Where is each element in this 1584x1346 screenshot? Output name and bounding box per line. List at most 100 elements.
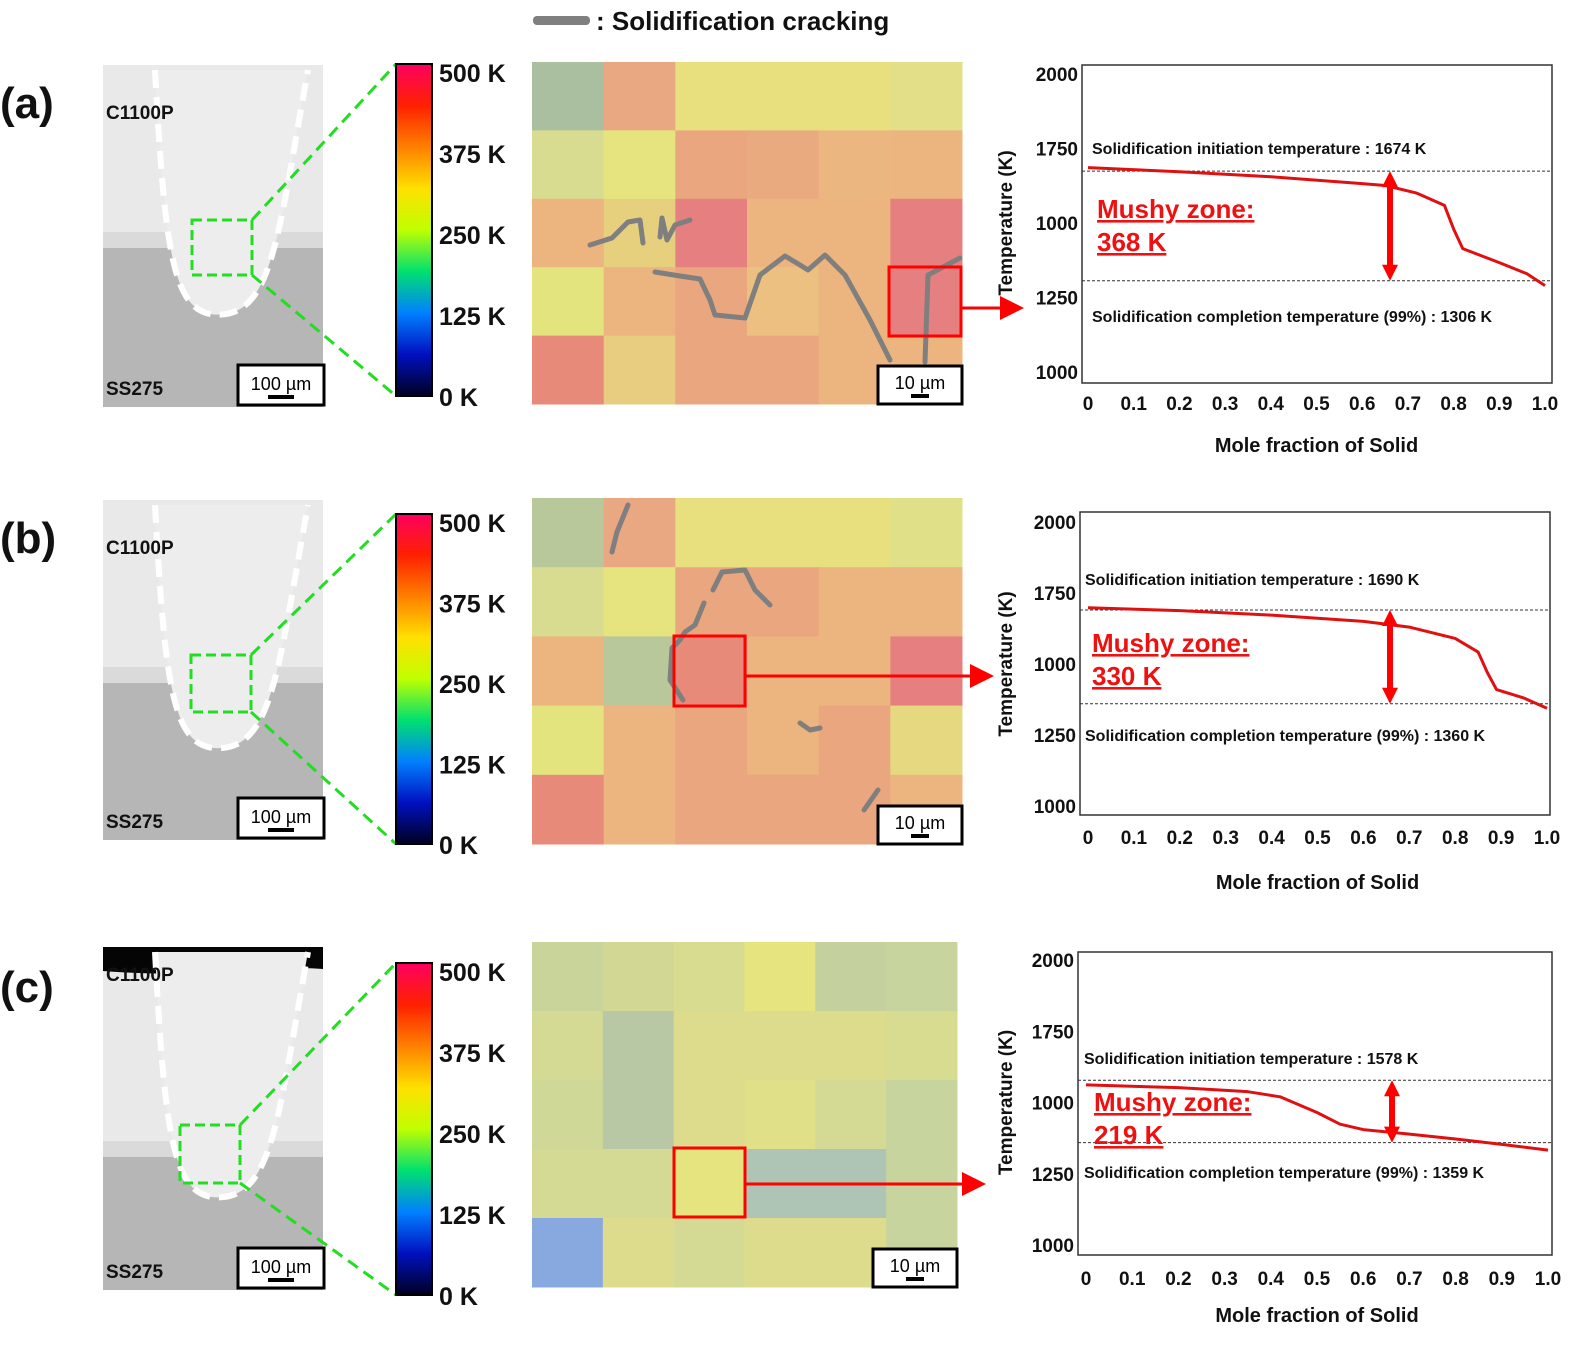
y-tick-label: 1000 [1036,363,1078,384]
heatmap-scale-bar-label: 10 µm [895,373,945,393]
heatmap-cell [818,267,891,337]
panel-label: (b) [0,514,56,563]
solidification-crack [922,255,963,365]
heatmap-cell [532,1011,604,1081]
x-tick-label: 0.3 [1211,1269,1237,1290]
heatmap-cell [890,498,963,568]
y-tick-label: 2000 [1034,513,1076,534]
temperature-colorbar [395,63,433,397]
fusion-boundary-outline [152,951,311,1201]
colorbar-tick-label: 375 K [439,591,506,619]
heatmap-cell [602,1218,675,1288]
y-tick-label: 1750 [1034,584,1076,605]
heatmap-cell [532,636,605,707]
heatmap-cell [602,1080,675,1150]
mushy-zone-arrow-head-down [1382,687,1398,704]
heatmap-cell [532,567,605,637]
scale-bar-label: 100 µm [251,374,311,394]
x-tick-label: 0.5 [1303,394,1330,415]
solidification-crack [797,720,823,733]
solidification-crack [609,502,631,555]
heatmap-cell [603,636,676,707]
x-tick-label: 0.6 [1350,828,1376,849]
heatmap-cell [603,567,676,637]
mushy-zone-title: Mushy zone: [1092,628,1249,658]
solidification-crack [587,217,646,248]
crack-legend: : Solidification cracking [533,6,889,36]
heatmap-cell [818,498,891,568]
crack-legend-label: : Solidification cracking [596,6,889,36]
heatmap-cell [818,705,891,776]
heatmap-cell [815,1080,887,1150]
plot-frame [1081,64,1553,384]
heatmap-cell [890,198,963,268]
weld-micrograph: C1100P SS275 100 µm [103,65,326,407]
heatmap-cell [747,774,820,845]
heatmap-cell [603,130,676,200]
solidification-curve [1085,1083,1549,1152]
x-tick-label: 0.1 [1121,828,1148,849]
y-tick-label: 1000 [1034,797,1076,818]
weld-micrograph: C1100P SS275 100 µm [103,500,326,840]
x-tick-label: 0.9 [1486,394,1512,415]
heatmap-cell [532,335,605,405]
heatmap-cell [602,1149,675,1219]
heatmap-cell [890,636,963,707]
heatmap-cell [744,1011,816,1081]
solidification-curve-plot: 2000 1750 1000 1250 1000 0 0.1 0.2 0.3 0.4 0.5 0.6 0… [996,511,1560,894]
y-tick-label: 1250 [1036,289,1078,310]
heatmap-cell [818,130,891,200]
x-tick-label: 0.3 [1212,828,1238,849]
weld-micrograph: C1100P SS275 100 µm [103,947,326,1290]
solidification-curve [1087,166,1546,287]
panel-a: (a) C1100P SS275 100 µm 500 K 375 K 250 K 125 K… [0,60,1558,457]
heatmap-cell [675,705,748,776]
initiation-temperature-label: Solidification initiation temperature : … [1092,141,1427,158]
mushy-zone-arrow-head-up [1382,610,1398,627]
heatmap-cell [675,62,748,131]
temperature-colorbar [395,513,433,845]
y-tick-label: 2000 [1032,951,1074,972]
colorbar-tick-label: 0 K [439,384,478,412]
fusion-boundary-outline [152,504,311,752]
x-tick-label: 0.2 [1167,828,1193,849]
panel-b: (b) C1100P SS275 100 µm 500 K 375 K 250 K 125 K… [0,498,1560,894]
heatmap-cell [532,267,605,337]
colorbar-tick-label: 125 K [439,303,506,331]
crack-legend-swatch [533,16,590,25]
heatmap-cell [675,567,748,637]
x-tick-label: 0 [1081,1269,1092,1290]
heatmap-cell [886,1080,958,1150]
top-material-label: C1100P [106,103,174,124]
x-tick-label: 0.6 [1350,1269,1376,1290]
y-tick-label: 2000 [1036,65,1078,86]
temperature-heatmap [532,62,963,405]
solidification-curve-plot: 2000 1750 1000 1250 1000 0 0.1 0.2 0.3 0.4 0.5 0.6 0… [996,951,1561,1327]
x-tick-label: 0.9 [1489,1269,1515,1290]
colorbar-tick-label: 250 K [439,1121,506,1149]
x-tick-label: 1.0 [1535,1269,1561,1290]
temperature-heatmap [532,942,958,1288]
zoom-line-top [249,512,398,657]
heatmap-cell [815,942,887,1012]
heatmap-cell [675,198,748,268]
solidification-crack [652,252,893,363]
heatmap-cell [890,705,963,776]
x-tick-label: 0.1 [1119,1269,1146,1290]
heatmap-cell [747,636,820,707]
solidification-crack [861,787,881,813]
heatmap-cell [603,267,676,337]
initiation-temperature-label: Solidification initiation temperature : … [1084,1051,1419,1068]
heatmap-cell [890,130,963,200]
x-tick-label: 0.9 [1488,828,1514,849]
x-tick-label: 0.4 [1258,1269,1285,1290]
heatmap-cell [532,1218,604,1288]
top-material-label: C1100P [106,965,174,986]
solidification-curve [1087,606,1548,710]
heatmap-cell [532,62,605,131]
heatmap-cell [603,705,676,776]
y-tick-label: 1000 [1032,1094,1074,1115]
heatmap-cell [744,1218,816,1288]
heatmap-cell [532,198,605,268]
x-tick-label: 0 [1083,394,1094,415]
